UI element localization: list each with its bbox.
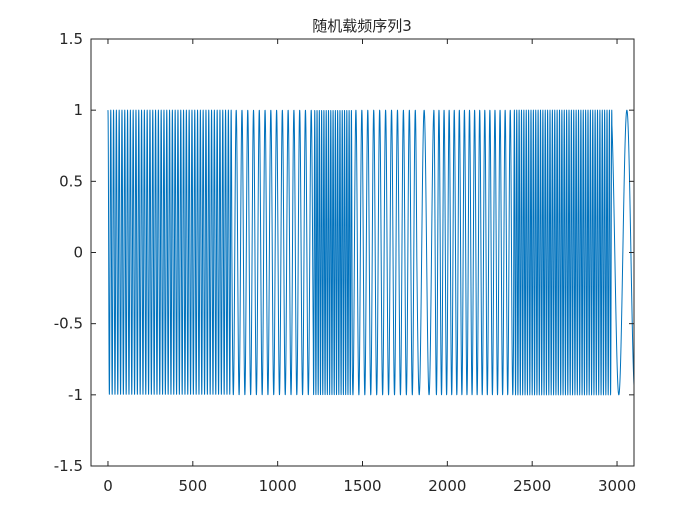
x-tick-label: 2000 bbox=[428, 477, 466, 495]
data-layer bbox=[107, 109, 634, 396]
ticks-layer: 0 500 1000 1500 2000 2500 3000 -1.5 -1 -0.5 0 0.5 1 1… bbox=[54, 30, 636, 495]
y-tick-label: -1.5 bbox=[54, 457, 83, 475]
y-tick-label: 0 bbox=[73, 244, 83, 262]
x-tick-label: 1500 bbox=[343, 477, 381, 495]
y-tick-label: 1 bbox=[73, 101, 83, 119]
y-tick-label: 1.5 bbox=[59, 30, 83, 48]
chart-title: 随机载频序列3 bbox=[312, 17, 412, 35]
x-tick-label: 2500 bbox=[513, 477, 551, 495]
y-tick-label: -1 bbox=[68, 386, 83, 404]
x-tick-label: 0 bbox=[103, 477, 113, 495]
y-tick-label: -0.5 bbox=[54, 315, 83, 333]
x-tick-label: 3000 bbox=[598, 477, 636, 495]
x-tick-label: 500 bbox=[178, 477, 207, 495]
x-tick-label: 1000 bbox=[259, 477, 297, 495]
y-tick-label: 0.5 bbox=[59, 172, 83, 190]
series-line bbox=[107, 109, 634, 396]
